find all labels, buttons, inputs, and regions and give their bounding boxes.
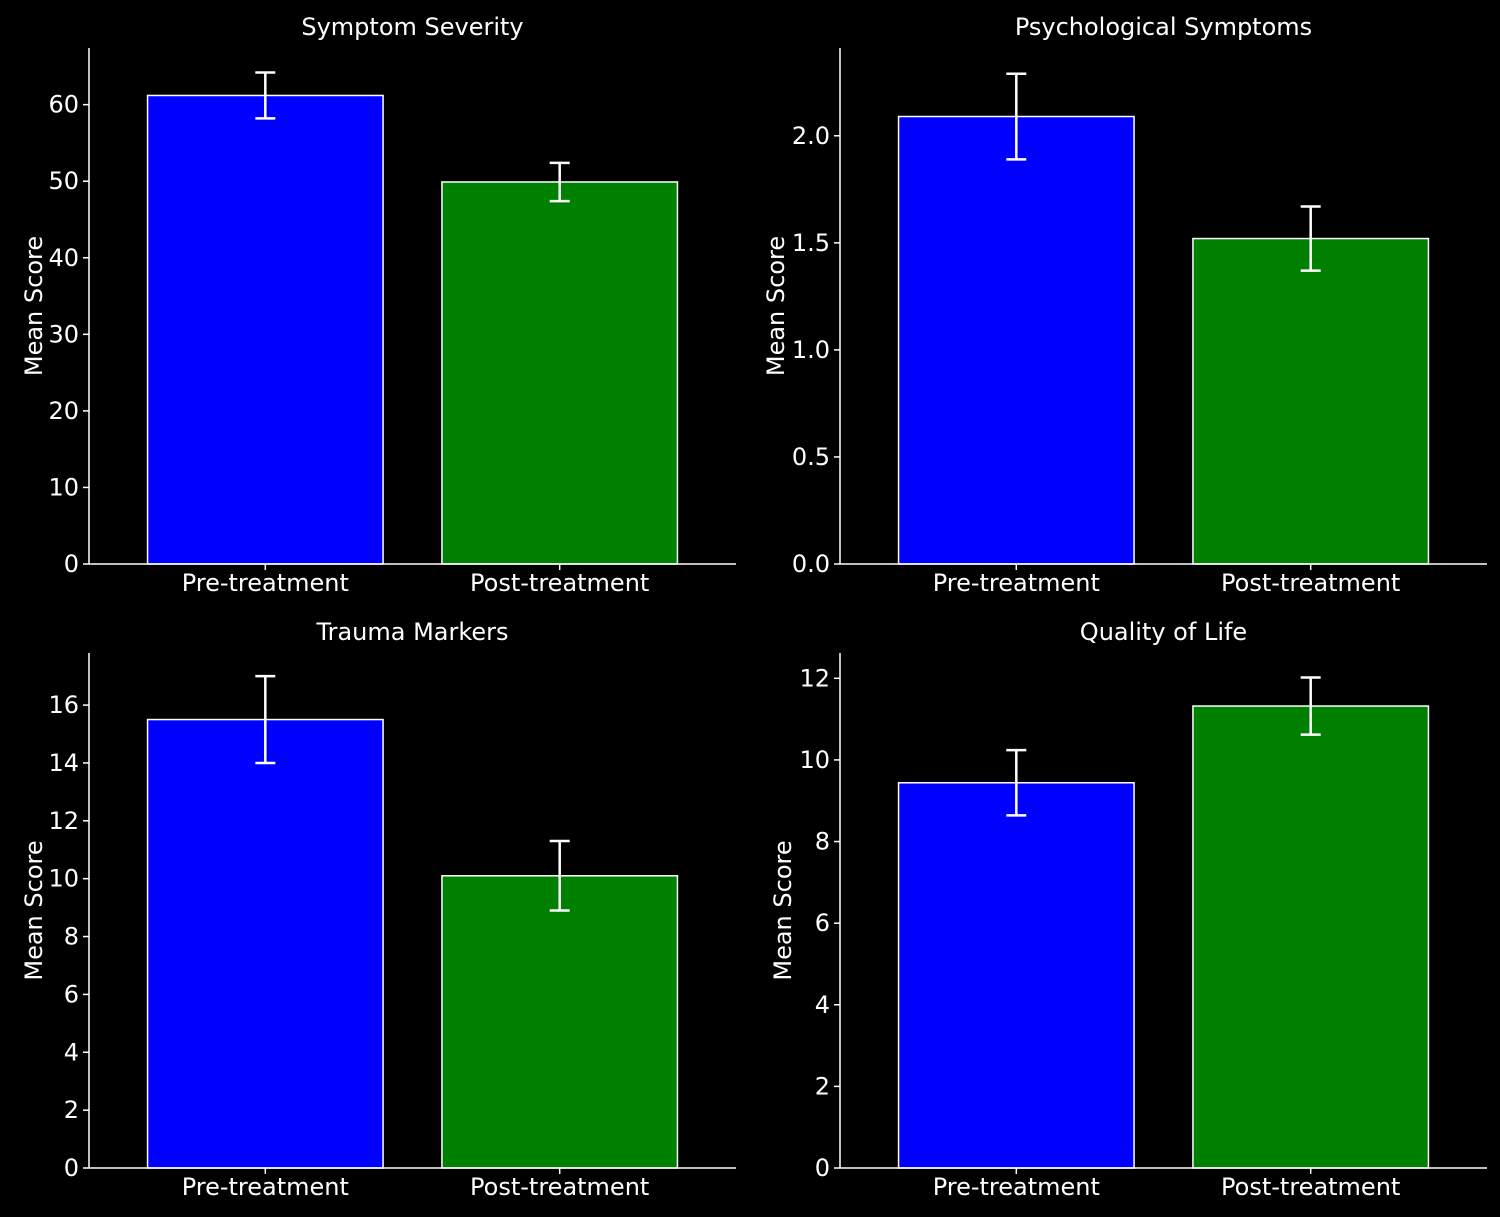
y-tick-label: 12 xyxy=(799,664,830,692)
y-tick-label: 0.5 xyxy=(792,443,830,471)
x-tick-label: Post-treatment xyxy=(470,1173,649,1201)
y-tick-label: 0.0 xyxy=(792,550,830,578)
y-tick-label: 20 xyxy=(48,397,79,425)
y-axis-label: Mean Score xyxy=(20,840,48,980)
bar-post-treatment xyxy=(441,181,679,565)
bar-pre-treatment xyxy=(897,782,1135,1169)
bar-pre-treatment xyxy=(146,94,384,565)
x-tick-label: Pre-treatment xyxy=(933,569,1100,597)
x-tick-label: Pre-treatment xyxy=(933,1173,1100,1201)
y-axis-label: Mean Score xyxy=(762,236,790,376)
chart-panel: Symptom Severity Mean Score Pre-treatment P… xyxy=(20,13,736,597)
y-tick-label: 4 xyxy=(64,1038,79,1066)
y-tick-label: 1.0 xyxy=(792,336,830,364)
chart-title: Quality of Life xyxy=(1080,618,1247,646)
y-tick-label: 6 xyxy=(815,909,830,937)
y-tick-label: 8 xyxy=(64,923,79,951)
y-tick-label: 10 xyxy=(48,473,79,501)
chart-title: Psychological Symptoms xyxy=(1015,13,1312,41)
bar-post-treatment xyxy=(441,875,679,1169)
x-tick-label: Pre-treatment xyxy=(182,569,349,597)
y-tick-label: 14 xyxy=(48,749,79,777)
y-axis-label: Mean Score xyxy=(20,236,48,376)
bar-pre-treatment xyxy=(146,718,384,1169)
bar-post-treatment xyxy=(1192,705,1430,1169)
y-tick-label: 8 xyxy=(815,828,830,856)
y-tick-label: 0 xyxy=(64,550,79,578)
bar-pre-treatment xyxy=(897,115,1135,565)
x-tick-label: Post-treatment xyxy=(1221,1173,1400,1201)
y-tick-label: 0 xyxy=(815,1154,830,1182)
y-tick-label: 1.5 xyxy=(792,229,830,257)
x-tick-label: Post-treatment xyxy=(1221,569,1400,597)
bar-post-treatment xyxy=(1192,237,1430,565)
chart-panel: Trauma Markers Mean Score Pre-treatment Pos… xyxy=(20,618,736,1201)
y-tick-label: 6 xyxy=(64,980,79,1008)
y-tick-label: 0 xyxy=(64,1154,79,1182)
y-tick-label: 50 xyxy=(48,167,79,195)
y-tick-label: 2.0 xyxy=(792,122,830,150)
y-tick-label: 16 xyxy=(48,691,79,719)
x-tick-label: Post-treatment xyxy=(470,569,649,597)
y-tick-label: 12 xyxy=(48,807,79,835)
chart-title: Symptom Severity xyxy=(301,13,523,41)
y-tick-label: 30 xyxy=(48,320,79,348)
y-tick-label: 2 xyxy=(64,1096,79,1124)
chart-panel: Psychological Symptoms Mean Score Pre-trea… xyxy=(762,13,1487,597)
y-tick-label: 2 xyxy=(815,1072,830,1100)
y-tick-label: 60 xyxy=(48,91,79,119)
y-tick-label: 4 xyxy=(815,991,830,1019)
y-tick-label: 40 xyxy=(48,244,79,272)
x-tick-label: Pre-treatment xyxy=(182,1173,349,1201)
y-tick-label: 10 xyxy=(799,746,830,774)
y-tick-label: 10 xyxy=(48,865,79,893)
chart-title: Trauma Markers xyxy=(315,618,508,646)
chart-panel: Quality of Life Mean Score Pre-treatment Po… xyxy=(769,618,1487,1201)
y-axis-label: Mean Score xyxy=(769,840,797,980)
